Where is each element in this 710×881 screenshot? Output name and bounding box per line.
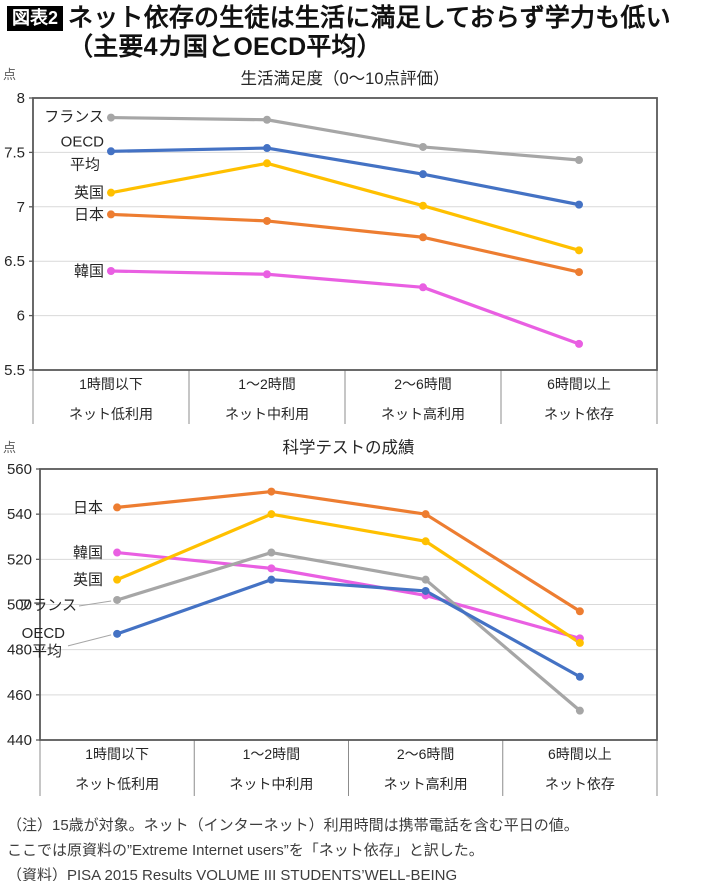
axes-and-grid: 8 7.5 7 6.5 6 5.5 (4, 90, 658, 424)
svg-text:480: 480 (7, 642, 32, 659)
svg-text:平均: 平均 (32, 643, 62, 660)
svg-text:6時間以上: 6時間以上 (547, 376, 611, 392)
svg-text:日本: 日本 (74, 206, 104, 223)
y-axis-unit-label: 点 (3, 67, 16, 82)
svg-text:1～2時間: 1～2時間 (238, 376, 296, 392)
data-point-markers (113, 487, 584, 715)
figure-header: 図表2 ネット依存の生徒は生活に満足しておらず学力も低い （主要4カ国とOECD… (7, 4, 671, 62)
svg-text:540: 540 (7, 506, 32, 523)
series-OECD平均: OECD平均 (22, 578, 582, 679)
svg-text:OECD: OECD (22, 625, 66, 642)
svg-text:韓国: 韓国 (74, 263, 104, 280)
svg-text:6時間以上: 6時間以上 (548, 746, 612, 762)
science-score-chart: 点 科学テストの成績 560 540 520 500 480 460 440 1時間以下ネット低利… (3, 438, 658, 796)
svg-text:OECD: OECD (61, 133, 105, 150)
svg-text:ネット低利用: ネット低利用 (69, 406, 153, 422)
svg-text:英国: 英国 (73, 571, 103, 589)
svg-text:6: 6 (17, 308, 25, 325)
svg-text:2～6時間: 2～6時間 (397, 746, 455, 762)
svg-text:500: 500 (7, 597, 32, 614)
axes-and-grid: 560 540 520 500 480 460 440 (7, 461, 658, 796)
svg-text:520: 520 (7, 551, 32, 568)
series-日本: 日本 (73, 489, 582, 613)
svg-text:8: 8 (17, 90, 25, 107)
note-line3: （資料）PISA 2015 Results VOLUME III STUDENT… (7, 867, 458, 881)
svg-text:6.5: 6.5 (4, 253, 25, 270)
svg-text:7: 7 (17, 199, 25, 216)
note-line1: （注）15歳が対象。ネット（インターネット）利用時間は携帯電話を含む平日の値。 (7, 817, 579, 834)
svg-text:韓国: 韓国 (73, 545, 103, 562)
figure-badge: 図表2 (7, 6, 64, 31)
svg-text:440: 440 (7, 732, 32, 749)
svg-text:1時間以下: 1時間以下 (85, 746, 149, 762)
figure-title-line1: ネット依存の生徒は生活に満足しておらず学力も低い (68, 4, 671, 32)
svg-text:ネット依存: ネット依存 (545, 776, 615, 792)
svg-text:日本: 日本 (73, 499, 103, 516)
series-フランス: フランス (17, 550, 582, 713)
data-point-markers (107, 113, 583, 348)
series-韓国: 韓国 (74, 263, 581, 346)
svg-text:ネット高利用: ネット高利用 (381, 406, 465, 422)
svg-text:ネット高利用: ネット高利用 (384, 776, 468, 792)
svg-text:560: 560 (7, 461, 32, 478)
svg-text:ネット依存: ネット依存 (544, 406, 614, 422)
series-フランス: フランス (44, 109, 581, 162)
svg-text:7.5: 7.5 (4, 144, 25, 161)
svg-text:フランス: フランス (44, 109, 104, 126)
svg-text:1時間以下: 1時間以下 (79, 376, 143, 392)
svg-text:ネット中利用: ネット中利用 (225, 406, 309, 422)
series-英国: 英国 (74, 161, 581, 252)
svg-text:5.5: 5.5 (4, 362, 25, 379)
note-line2: ここでは原資料の”Extreme Internet users”を「ネット依存」… (7, 842, 484, 859)
series-韓国: 韓国 (73, 545, 582, 640)
y-axis-unit-label: 点 (3, 440, 16, 455)
chart-title: 生活満足度（0～10点評価） (240, 69, 449, 88)
svg-text:ネット低利用: ネット低利用 (75, 776, 159, 792)
svg-text:1～2時間: 1～2時間 (243, 746, 301, 762)
series-日本: 日本 (74, 206, 581, 274)
svg-text:平均: 平均 (70, 156, 100, 173)
svg-text:2～6時間: 2～6時間 (394, 376, 452, 392)
svg-text:ネット中利用: ネット中利用 (229, 776, 313, 792)
chart-title: 科学テストの成績 (283, 438, 415, 457)
source-notes: （注）15歳が対象。ネット（インターネット）利用時間は携帯電話を含む平日の値。 … (7, 813, 579, 881)
figure-title: ネット依存の生徒は生活に満足しておらず学力も低い （主要4カ国とOECD平均） (68, 4, 671, 62)
series-OECD平均: OECD 平均 (61, 133, 581, 207)
svg-text:フランス: フランス (17, 597, 77, 614)
svg-text:英国: 英国 (74, 184, 104, 202)
svg-text:460: 460 (7, 687, 32, 704)
series-英国: 英国 (73, 512, 582, 645)
figure-title-line2: （主要4カ国とOECD平均） (68, 33, 382, 61)
